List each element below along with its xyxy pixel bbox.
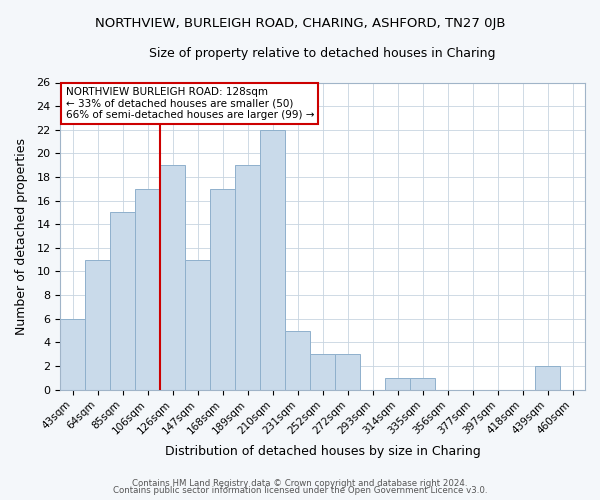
Title: Size of property relative to detached houses in Charing: Size of property relative to detached ho… — [149, 48, 496, 60]
Bar — [135, 189, 160, 390]
X-axis label: Distribution of detached houses by size in Charing: Distribution of detached houses by size … — [165, 444, 481, 458]
Text: NORTHVIEW BURLEIGH ROAD: 128sqm
← 33% of detached houses are smaller (50)
66% of: NORTHVIEW BURLEIGH ROAD: 128sqm ← 33% of… — [65, 87, 314, 120]
Bar — [110, 212, 135, 390]
Bar — [85, 260, 110, 390]
Bar — [61, 318, 85, 390]
Y-axis label: Number of detached properties: Number of detached properties — [15, 138, 28, 334]
Bar — [260, 130, 285, 390]
Bar — [210, 189, 235, 390]
Bar — [285, 330, 310, 390]
Bar — [410, 378, 435, 390]
Text: NORTHVIEW, BURLEIGH ROAD, CHARING, ASHFORD, TN27 0JB: NORTHVIEW, BURLEIGH ROAD, CHARING, ASHFO… — [95, 18, 505, 30]
Bar — [160, 165, 185, 390]
Bar — [385, 378, 410, 390]
Bar — [310, 354, 335, 390]
Bar — [235, 165, 260, 390]
Text: Contains public sector information licensed under the Open Government Licence v3: Contains public sector information licen… — [113, 486, 487, 495]
Bar — [535, 366, 560, 390]
Text: Contains HM Land Registry data © Crown copyright and database right 2024.: Contains HM Land Registry data © Crown c… — [132, 478, 468, 488]
Bar — [185, 260, 210, 390]
Bar — [335, 354, 360, 390]
